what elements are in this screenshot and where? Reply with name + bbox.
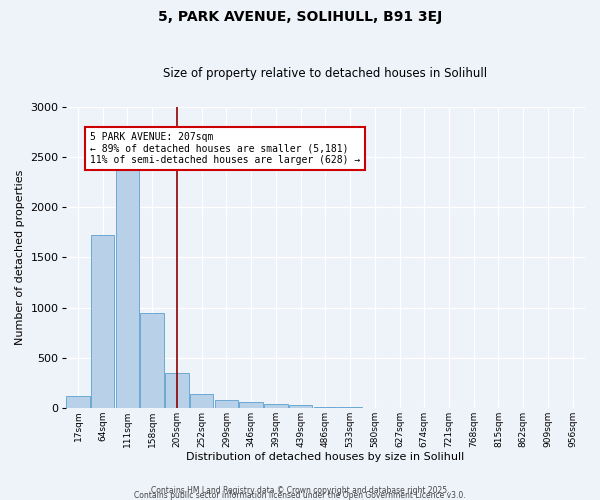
Text: 5 PARK AVENUE: 207sqm
← 89% of detached houses are smaller (5,181)
11% of semi-d: 5 PARK AVENUE: 207sqm ← 89% of detached … [91, 132, 361, 166]
X-axis label: Distribution of detached houses by size in Solihull: Distribution of detached houses by size … [186, 452, 464, 462]
Bar [239, 402, 263, 408]
Title: Size of property relative to detached houses in Solihull: Size of property relative to detached ho… [163, 66, 487, 80]
Text: Contains public sector information licensed under the Open Government Licence v3: Contains public sector information licen… [134, 491, 466, 500]
Text: Contains HM Land Registry data © Crown copyright and database right 2025.: Contains HM Land Registry data © Crown c… [151, 486, 449, 495]
Bar [116, 168, 139, 408]
Bar [314, 407, 337, 408]
Bar [289, 406, 313, 408]
Bar [264, 404, 287, 408]
Bar [91, 236, 115, 408]
Bar [215, 400, 238, 408]
Y-axis label: Number of detached properties: Number of detached properties [15, 170, 25, 345]
Bar [165, 372, 188, 408]
Bar [140, 312, 164, 408]
Bar [190, 394, 214, 408]
Text: 5, PARK AVENUE, SOLIHULL, B91 3EJ: 5, PARK AVENUE, SOLIHULL, B91 3EJ [158, 10, 442, 24]
Bar [66, 396, 90, 408]
